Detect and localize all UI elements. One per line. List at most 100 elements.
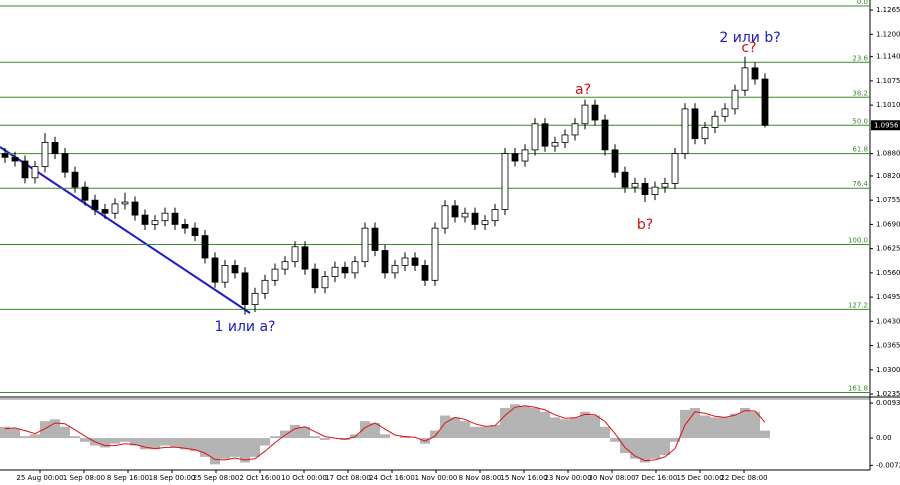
fib-level-label: 76.4 <box>852 180 868 188</box>
candle-body <box>571 123 579 136</box>
candle-body <box>71 171 79 188</box>
candle-body <box>371 227 379 251</box>
histogram-bar <box>400 436 410 439</box>
histogram-bar <box>660 438 670 455</box>
histogram-bar <box>750 411 760 439</box>
histogram-bar <box>760 430 770 439</box>
signal-line <box>4 405 766 462</box>
candle-body <box>411 257 419 266</box>
candle-body <box>681 108 689 154</box>
candle-body <box>171 212 179 225</box>
histogram-bar <box>150 438 160 450</box>
x-tick-label: 1 Sep 08:00 <box>63 474 105 482</box>
candle-body <box>631 183 639 188</box>
histogram-bar <box>260 438 270 446</box>
candle-body <box>601 119 609 151</box>
candle-body <box>361 227 369 263</box>
histogram-bar <box>530 408 540 439</box>
candle-body <box>1 153 9 158</box>
histogram-bar <box>490 424 500 439</box>
candle-body <box>151 220 159 225</box>
histogram-bar <box>430 430 440 439</box>
fib-level-label: 50.0 <box>852 117 868 125</box>
candle-body <box>101 209 109 214</box>
y-tick-label: 1.0820 <box>876 172 900 180</box>
wave-label: 2 или b? <box>719 30 780 46</box>
candle-body <box>651 186 659 195</box>
histogram-bar <box>450 417 460 439</box>
histogram-bar <box>40 421 50 439</box>
candle-body <box>281 261 289 270</box>
histogram-bar <box>540 411 550 439</box>
candle-body <box>761 78 769 126</box>
y-tick-label: 1.1075 <box>876 77 900 85</box>
histogram-bar <box>210 438 220 465</box>
candle-body <box>481 220 489 225</box>
x-tick-label: 2 Oct 16:00 <box>239 474 280 482</box>
histogram-bar <box>240 438 250 463</box>
candle-body <box>231 265 239 274</box>
candle-body <box>341 266 349 274</box>
x-tick-label: 25 Aug 00:00 <box>16 474 63 482</box>
histogram-bar <box>690 408 700 439</box>
histogram-bar <box>520 406 530 439</box>
fib-level-label: 61.8 <box>852 146 868 154</box>
candle-body <box>311 268 319 289</box>
candle-body <box>691 108 699 140</box>
candle-body <box>491 209 499 222</box>
candle-body <box>731 89 739 110</box>
candle-body <box>91 199 99 210</box>
x-tick-label: 25 Sep 08:00 <box>193 474 240 482</box>
histogram-bar <box>700 415 710 439</box>
candle-body <box>591 104 599 121</box>
x-tick-label: 30 Nov 08:00 <box>588 474 635 482</box>
indicator-y-tick-label: 0.00 <box>876 434 892 442</box>
histogram-bar <box>130 438 140 446</box>
candle-body <box>111 203 119 214</box>
histogram-bar <box>220 438 230 459</box>
y-tick-label: 1.0690 <box>876 220 900 228</box>
x-tick-label: 15 Dec 00:00 <box>676 474 723 482</box>
fib-level-label: 23.6 <box>852 54 868 62</box>
wave-label: b? <box>637 217 653 233</box>
y-tick-label: 1.0300 <box>876 366 900 374</box>
x-tick-label: 15 Nov 16:00 <box>500 474 547 482</box>
indicator-y-tick-label: 0.00932 <box>876 399 900 407</box>
x-tick-label: 1 Nov 00:00 <box>415 474 458 482</box>
y-tick-label: 1.1265 <box>876 6 900 14</box>
histogram-bar <box>730 413 740 439</box>
histogram-bar <box>320 438 330 440</box>
indicator-y-tick-label: -0.00727 <box>876 461 900 469</box>
candle-body <box>741 67 749 91</box>
histogram-bar <box>280 430 290 439</box>
candle-body <box>11 156 19 162</box>
candle-body <box>521 149 529 162</box>
candle-body <box>441 205 449 229</box>
histogram-bar <box>230 438 240 457</box>
histogram-bar <box>100 438 110 448</box>
y-tick-label: 1.0560 <box>876 269 900 277</box>
histogram-bar <box>60 426 70 439</box>
current-price-label: 1.0956 <box>874 121 899 129</box>
y-tick-label: 1.0625 <box>876 245 900 253</box>
y-tick-label: 1.0365 <box>876 342 900 350</box>
current-price-box <box>871 120 900 131</box>
candle-body <box>581 104 589 125</box>
candle-body <box>561 134 569 143</box>
candle-body <box>701 127 709 140</box>
histogram-bar <box>630 438 640 459</box>
candle-body <box>291 246 299 263</box>
histogram-bar <box>30 434 40 439</box>
candle-body <box>121 201 129 205</box>
candle-body <box>31 166 39 179</box>
candle-body <box>401 257 409 266</box>
y-tick-label: 1.0880 <box>876 150 900 158</box>
histogram-bar <box>480 426 490 439</box>
candle-body <box>191 227 199 236</box>
histogram-bar <box>510 404 520 439</box>
candle-body <box>261 279 269 294</box>
histogram-bar <box>670 438 680 442</box>
histogram-bar <box>610 438 620 442</box>
